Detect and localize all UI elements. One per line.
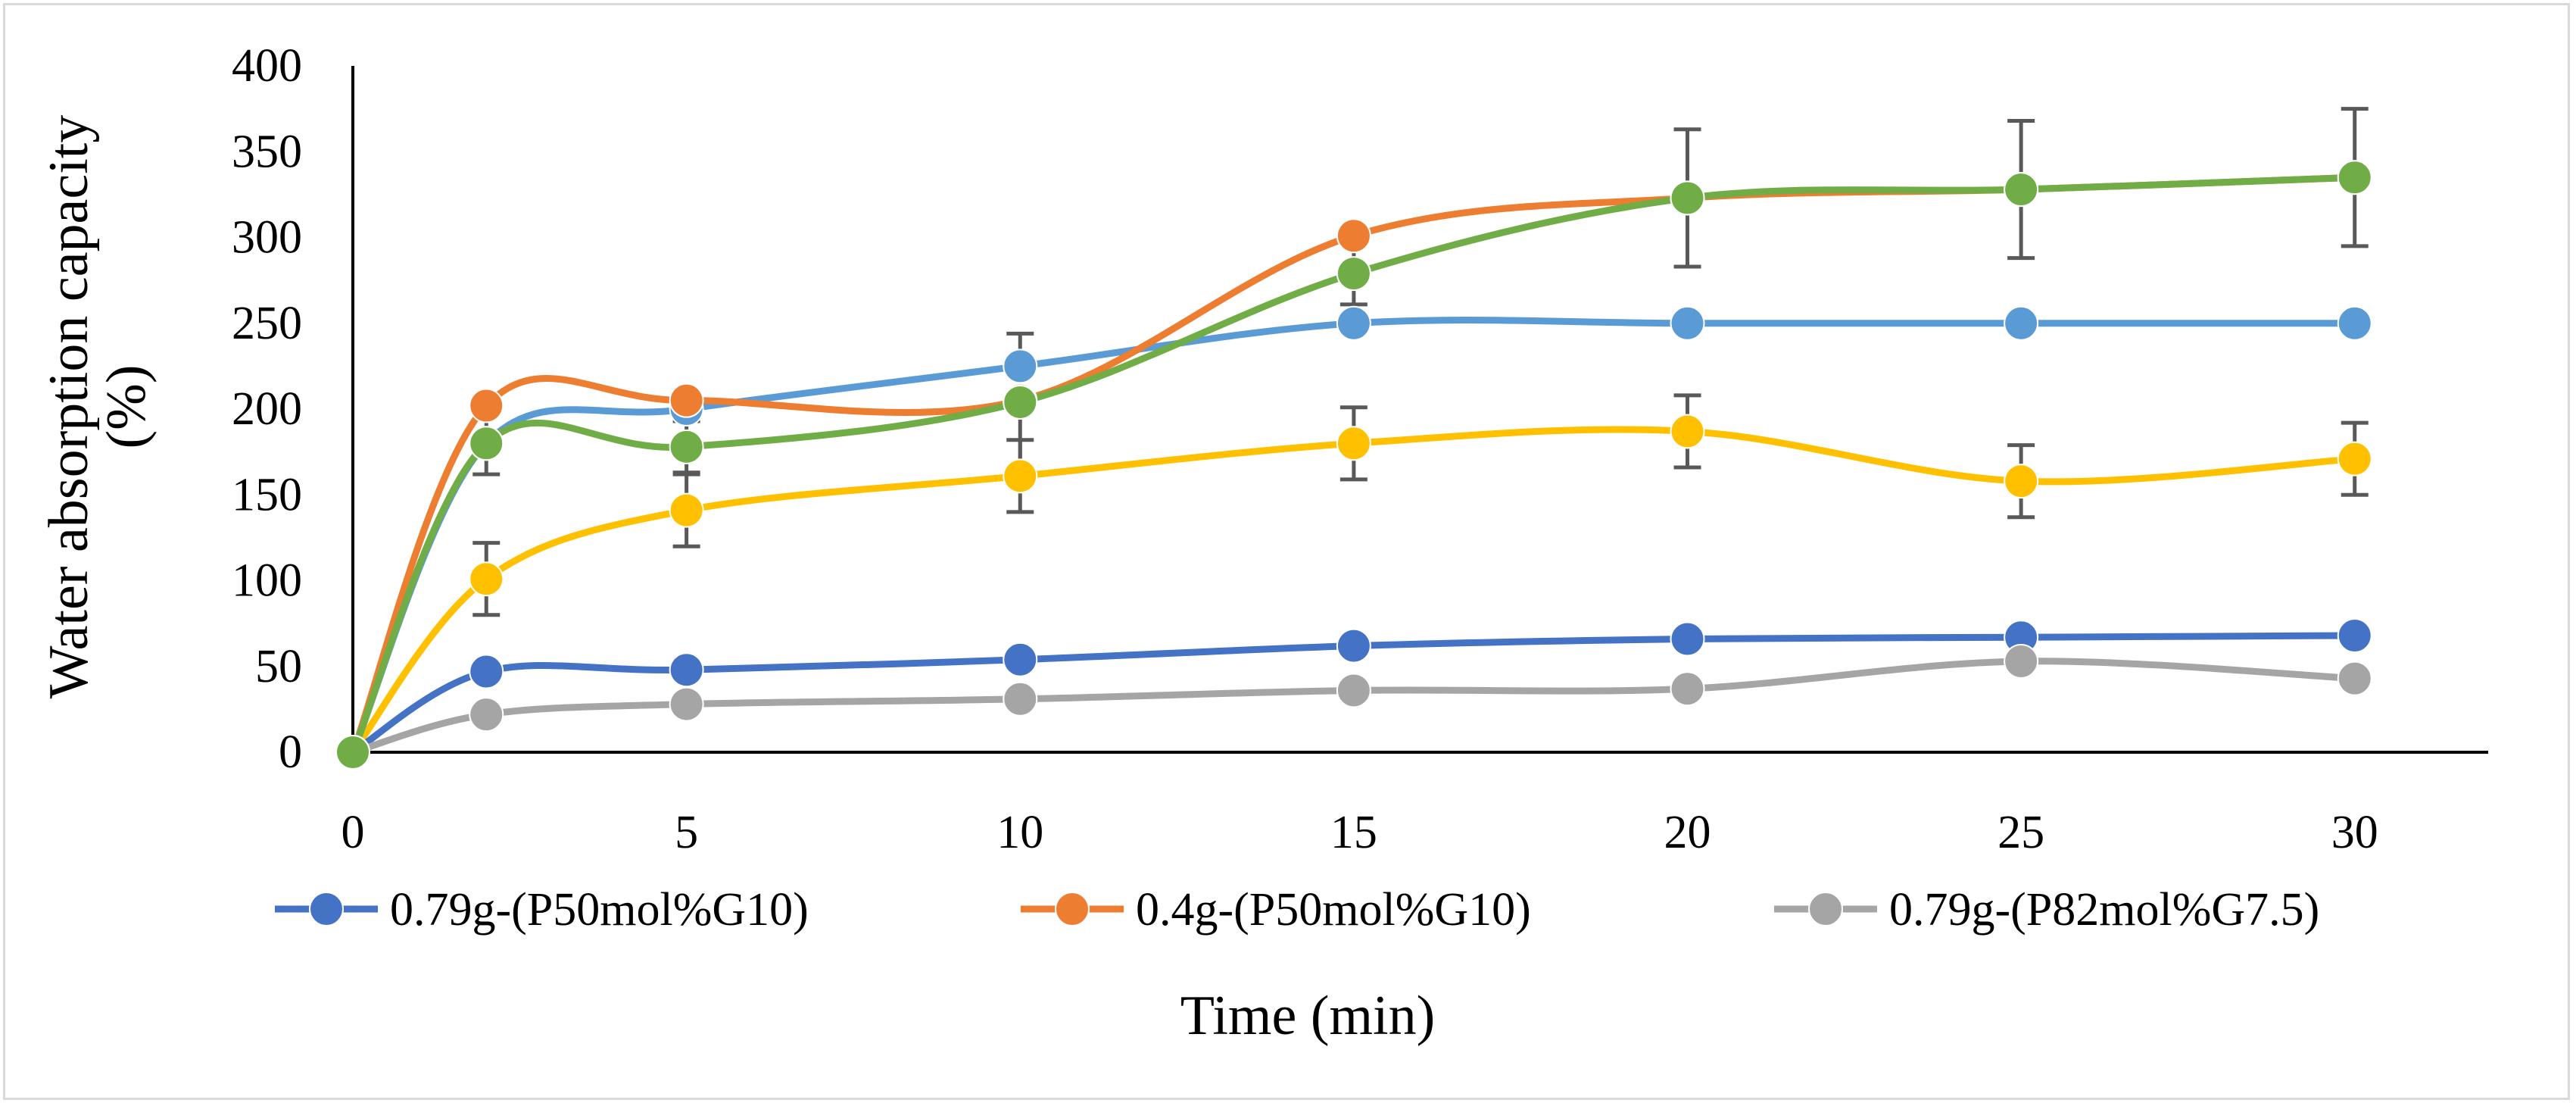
series-5-point <box>1003 348 1038 384</box>
y-tick-label: 300 <box>232 212 302 264</box>
x-tick-label: 10 <box>996 807 1043 858</box>
series-3-point <box>1336 673 1371 708</box>
legend-label-1: 0.79g-(P50mol%G10) <box>390 884 809 936</box>
y-axis-title-line-2: (%) <box>95 365 157 449</box>
series-6-point <box>1670 180 1705 216</box>
series-6-point <box>1003 384 1038 420</box>
series-4-point <box>1336 426 1371 461</box>
series-4-point <box>2337 441 2372 476</box>
x-tick-label: 15 <box>1330 807 1377 858</box>
axes <box>351 66 2488 754</box>
series-1-line <box>349 632 2359 756</box>
x-tick-label: 30 <box>2331 807 2378 858</box>
series-3-point <box>669 686 704 722</box>
legend-marker-3 <box>1808 892 1843 926</box>
series-6-line <box>349 173 2359 756</box>
series-3-point <box>469 697 504 733</box>
series-3-point <box>2004 643 2039 679</box>
y-axis-title: Water absorption capacity (%) <box>38 115 157 699</box>
series-6-point <box>469 426 504 461</box>
y-tick-label: 250 <box>232 298 302 349</box>
legend-marker-2 <box>1055 892 1090 926</box>
series-3-point <box>1670 671 1705 707</box>
series-4-line <box>349 426 2359 756</box>
legend: 0.79g-(P50mol%G10) 0.4g-(P50mol%G10) 0.79g… <box>275 884 2319 936</box>
series-6-point <box>2337 160 2372 195</box>
y-tick-label: 350 <box>232 126 302 177</box>
series-3-point <box>1003 681 1038 717</box>
series-4-point <box>1670 414 1705 449</box>
series-1-point <box>2337 617 2372 653</box>
series-2-point <box>669 383 704 418</box>
x-tick-label: 25 <box>1997 807 2044 858</box>
x-tick-label: 20 <box>1664 807 1711 858</box>
y-tick-label: 150 <box>232 469 302 520</box>
series-6-point <box>2004 172 2039 208</box>
series-6-point <box>669 429 704 464</box>
chart: 0 50 100 150 200 250 300 350 400 0 5 10 15 20 25 30 0.7… <box>38 40 2488 1047</box>
series-6-point <box>1336 256 1371 292</box>
series-5-point <box>2004 305 2039 341</box>
chart-frame: 0 50 100 150 200 250 300 350 400 0 5 10 15 20 25 30 0.7… <box>3 3 2570 1100</box>
data-points <box>335 160 2372 770</box>
legend-label-3: 0.79g-(P82mol%G7.5) <box>1889 884 2319 936</box>
series-1-point <box>669 652 704 688</box>
y-tick-label: 100 <box>232 555 302 607</box>
series-5-point <box>1336 305 1371 341</box>
series-1-point <box>1670 621 1705 657</box>
series-1-point <box>1003 642 1038 677</box>
series-4-point <box>2004 464 2039 499</box>
x-axis-title: Time (min) <box>1180 985 1435 1047</box>
x-tick-label: 5 <box>675 807 698 858</box>
series-lines <box>349 173 2359 756</box>
legend-marker-1 <box>309 892 344 926</box>
y-tick-label: 400 <box>232 40 302 92</box>
tick-labels: 0 50 100 150 200 250 300 350 400 0 5 10 15 20 25 30 <box>232 40 2378 858</box>
y-tick-label: 50 <box>255 641 302 692</box>
series-1-point <box>1336 628 1371 664</box>
y-axis-title-line-1: Water absorption capacity <box>38 115 100 699</box>
series-4-point <box>1003 458 1038 494</box>
x-tick-label: 0 <box>341 807 365 858</box>
series-4-point <box>469 561 504 597</box>
series-2-point <box>1336 218 1371 254</box>
y-tick-label: 200 <box>232 383 302 435</box>
series-4-point <box>669 492 704 528</box>
series-5-point <box>2337 305 2372 341</box>
series-6-point <box>335 735 370 770</box>
series-2-point <box>469 388 504 423</box>
series-3-point <box>2337 661 2372 696</box>
series-5-point <box>1670 305 1705 341</box>
legend-label-2: 0.4g-(P50mol%G10) <box>1136 884 1531 936</box>
series-1-point <box>469 654 504 689</box>
y-tick-label: 0 <box>279 726 302 778</box>
